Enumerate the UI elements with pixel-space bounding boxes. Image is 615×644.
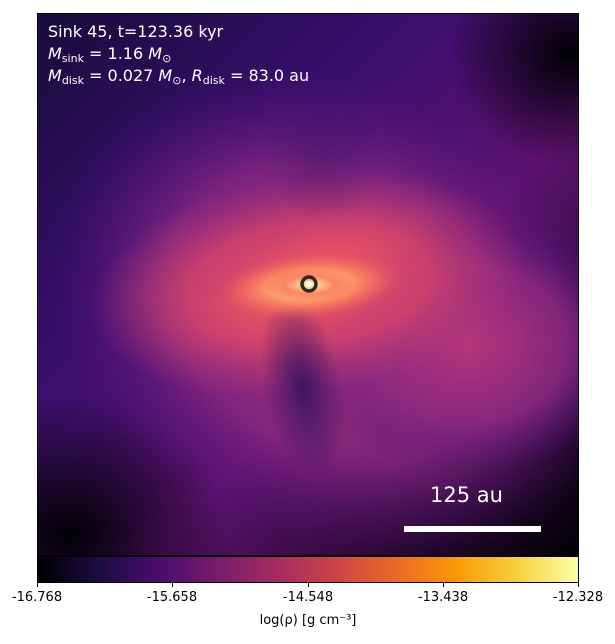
density-map <box>38 14 578 555</box>
colorbar-tick <box>578 583 579 587</box>
colorbar-label: log(ρ) [g cm⁻³] <box>259 613 357 628</box>
disk-properties-label: Mdisk = 0.027 M⊙, Rdisk = 83.0 au <box>48 66 310 87</box>
sink-particle-marker <box>300 275 318 293</box>
colorbar-tick-label: -14.548 <box>282 590 334 605</box>
colorbar-tick <box>172 583 173 587</box>
density-map-panel: Sink 45, t=123.36 kyr Msink = 1.16 M⊙ Md… <box>37 13 579 556</box>
colorbar-tick <box>37 583 38 587</box>
scale-bar-label: 125 au <box>430 483 503 507</box>
scale-bar <box>404 526 541 532</box>
colorbar-tick-label: -16.768 <box>11 590 63 605</box>
colorbar-tick-label: -15.658 <box>146 590 198 605</box>
sink-mass-label: Msink = 1.16 M⊙ <box>48 44 172 65</box>
colorbar-tick-label: -13.438 <box>417 590 469 605</box>
colorbar-tick-label: -12.328 <box>552 590 604 605</box>
colorbar-tick <box>443 583 444 587</box>
sink-time-label: Sink 45, t=123.36 kyr <box>48 22 224 41</box>
colorbar-tick <box>308 583 309 587</box>
colorbar <box>37 556 579 583</box>
